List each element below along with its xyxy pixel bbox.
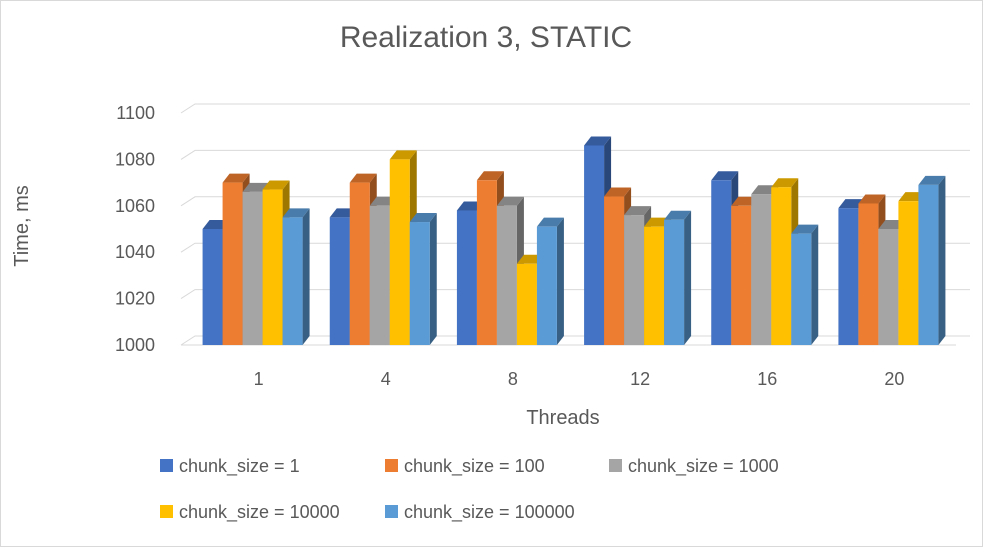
legend-label: chunk_size = 1: [179, 456, 300, 477]
legend-label: chunk_size = 1000: [628, 456, 779, 477]
bar: [536, 217, 564, 345]
legend-swatch: [160, 505, 173, 518]
legend-swatch: [160, 459, 173, 472]
x-tick-label: 4: [381, 369, 391, 389]
x-tick-label: 8: [508, 369, 518, 389]
gridlines: [180, 103, 970, 346]
y-axis-label: Time, ms: [11, 185, 33, 266]
legend-item: chunk_size = 10000: [160, 502, 340, 523]
chart-title: Realization 3, STATIC: [340, 21, 632, 54]
x-axis-label: Threads: [526, 407, 599, 429]
y-tick-label: 1040: [115, 242, 155, 262]
y-tick-label: 1080: [115, 149, 155, 169]
bar: [918, 175, 946, 345]
y-axis-ticks: 1000 1020 1040 1060 1080 1100: [115, 103, 155, 355]
x-tick-label: 1: [254, 369, 264, 389]
gridline: [180, 103, 970, 114]
legend-swatch: [609, 459, 622, 472]
legend-label: chunk_size = 100000: [404, 502, 575, 523]
legend-item: chunk_size = 100000: [385, 502, 575, 523]
bars: [202, 136, 946, 345]
legend-swatch: [385, 459, 398, 472]
bar: [409, 213, 437, 345]
y-tick-label: 1000: [115, 335, 155, 355]
gridline: [180, 149, 970, 160]
y-tick-label: 1100: [116, 103, 155, 123]
x-tick-label: 20: [884, 369, 904, 389]
legend-swatch: [385, 505, 398, 518]
legend-item: chunk_size = 1: [160, 456, 300, 477]
legend-label: chunk_size = 10000: [179, 502, 340, 523]
y-tick-label: 1020: [115, 289, 155, 309]
x-axis-ticks: 1 4 8 12 16 20: [254, 369, 905, 389]
bar: [664, 210, 692, 345]
bar: [791, 224, 819, 345]
legend: chunk_size = 1 chunk_size = 100 chunk_size…: [160, 456, 779, 523]
legend-item: chunk_size = 1000: [609, 456, 779, 477]
x-tick-label: 12: [630, 369, 650, 389]
legend-item: chunk_size = 100: [385, 456, 545, 477]
x-tick-label: 16: [757, 369, 777, 389]
bar: [282, 208, 310, 345]
legend-label: chunk_size = 100: [404, 456, 545, 477]
y-tick-label: 1060: [115, 196, 155, 216]
